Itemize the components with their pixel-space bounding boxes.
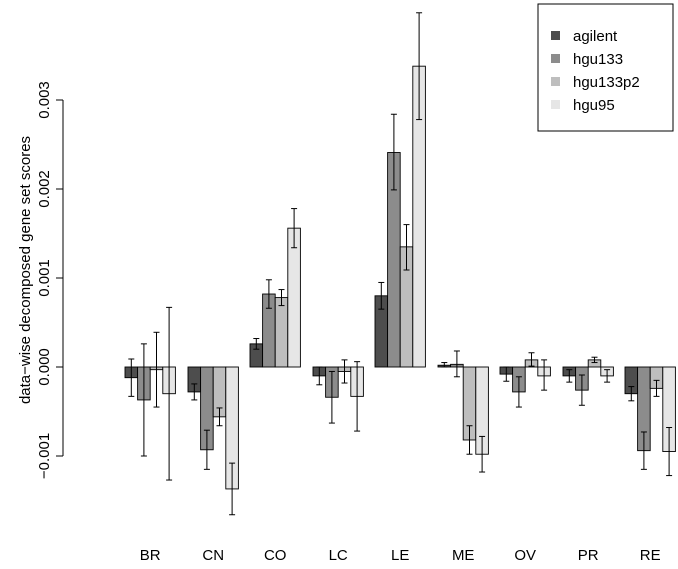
legend-swatch-hgu133 bbox=[551, 54, 560, 63]
legend-swatch-hgu133p2 bbox=[551, 77, 560, 86]
x-tick-label-OV: OV bbox=[514, 547, 536, 564]
x-tick-label-RE: RE bbox=[640, 547, 661, 564]
x-tick-label-BR: BR bbox=[140, 547, 161, 564]
x-tick-label-PR: PR bbox=[578, 547, 599, 564]
x-tick-label-LE: LE bbox=[391, 547, 409, 564]
legend-swatch-agilent bbox=[551, 31, 560, 40]
x-tick-label-ME: ME bbox=[452, 547, 475, 564]
x-tick-label-CO: CO bbox=[264, 547, 287, 564]
legend-swatch-hgu95 bbox=[551, 100, 560, 109]
y-tick-label: 0.003 bbox=[36, 81, 53, 119]
legend-label-hgu95: hgu95 bbox=[573, 97, 615, 114]
x-axis-labels: BR CN CO LC LE ME OV PR RE bbox=[140, 547, 661, 564]
bars-layer bbox=[124, 65, 676, 490]
bar-hgu133p2-CO bbox=[274, 297, 289, 368]
y-axis: −0.001 0.000 0.001 0.002 0.003 bbox=[36, 81, 64, 479]
x-tick-label-LC: LC bbox=[329, 547, 348, 564]
legend-label-hgu133: hgu133 bbox=[573, 51, 623, 68]
x-tick-label-CN: CN bbox=[202, 547, 224, 564]
y-tick-label: 0.001 bbox=[36, 259, 53, 297]
y-tick-label: 0.000 bbox=[36, 348, 53, 386]
legend: agilent hgu133 hgu133p2 hgu95 bbox=[537, 3, 674, 132]
y-axis-label: data−wise decomposed gene set scores bbox=[17, 136, 34, 404]
error-bars-layer bbox=[128, 12, 673, 516]
legend-box bbox=[537, 3, 674, 132]
y-tick-label: −0.001 bbox=[36, 433, 53, 479]
bar-hgu95-CO bbox=[287, 227, 301, 368]
y-tick-label: 0.002 bbox=[36, 170, 53, 208]
legend-label-agilent: agilent bbox=[573, 28, 618, 45]
legend-label-hgu133p2: hgu133p2 bbox=[573, 74, 640, 91]
